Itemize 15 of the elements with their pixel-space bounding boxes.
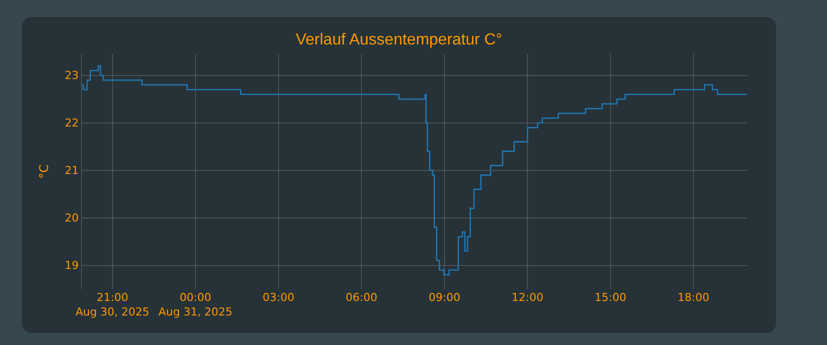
chart-title: Verlauf Aussentemperatur C° bbox=[296, 32, 502, 49]
x-tick-label: 18:00 bbox=[678, 291, 710, 304]
x-tick-label: 15:00 bbox=[594, 291, 626, 304]
y-tick-label: 21 bbox=[64, 164, 79, 178]
y-tick-label: 23 bbox=[64, 69, 79, 82]
y-tick-label: 19 bbox=[64, 259, 79, 272]
x-tick-label: 21:00 Aug 30, 2025 bbox=[75, 291, 150, 318]
x-tick-label: 06:00 bbox=[346, 291, 378, 304]
x-tick-label: 03:00 bbox=[262, 291, 294, 304]
y-axis-title: °C bbox=[37, 164, 51, 179]
x-tick-label: 09:00 bbox=[428, 291, 460, 304]
y-tick-label: 20 bbox=[64, 212, 79, 225]
x-tick-label: 12:00 bbox=[512, 291, 544, 304]
x-tick-label: 00:00 Aug 31, 2025 bbox=[158, 291, 232, 318]
y-tick-label: 22 bbox=[64, 116, 79, 130]
